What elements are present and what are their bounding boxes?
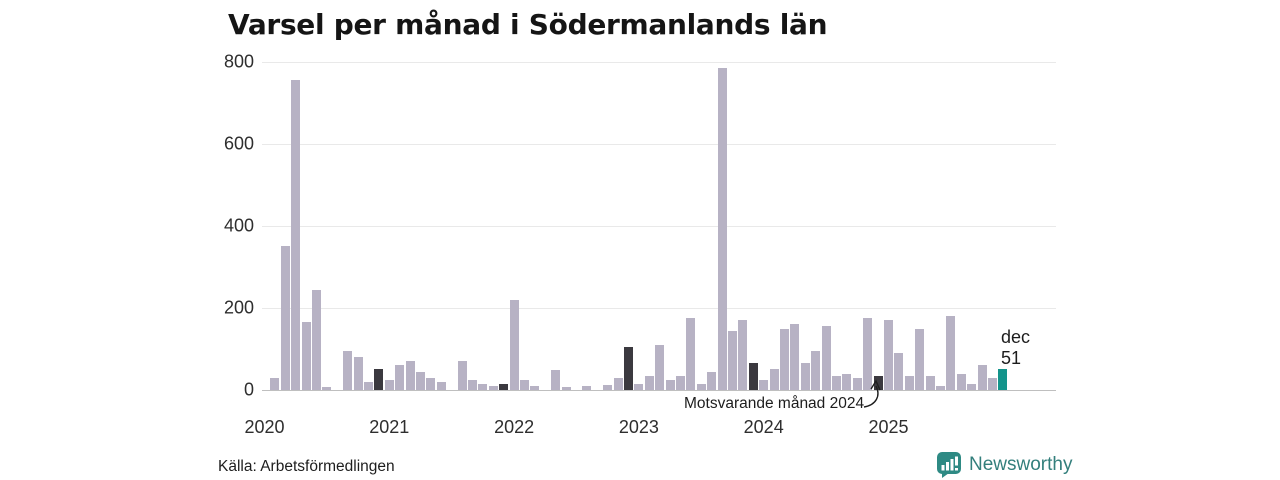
x-axis-tick-label: 2024 (743, 417, 784, 437)
bar (384, 380, 394, 390)
x-axis-tick-label: 2021 (369, 417, 410, 437)
source-label: Källa: Arbetsförmedlingen (218, 458, 395, 475)
bar (457, 361, 467, 390)
bar (852, 378, 862, 390)
newsworthy-logo-text: Newsworthy (969, 453, 1073, 475)
bar (707, 372, 717, 390)
gridline (262, 62, 1056, 63)
bar-december (499, 384, 509, 390)
y-axis-tick-label: 200 (223, 297, 254, 318)
current-month-label: dec (1001, 327, 1031, 347)
bar (416, 372, 425, 390)
y-axis-tick-label: 600 (223, 133, 254, 154)
bar (603, 385, 613, 390)
bar (884, 320, 893, 390)
gridline (262, 308, 1056, 309)
bar (322, 387, 332, 390)
bar (280, 246, 290, 390)
current-point-label: dec 51 (1001, 327, 1030, 369)
bar (915, 329, 925, 390)
bar (946, 316, 956, 390)
current-value-label: 51 (1001, 348, 1022, 368)
bar (790, 324, 800, 390)
bar (488, 386, 498, 390)
bar (301, 322, 311, 390)
bar (863, 318, 873, 390)
y-axis-tick-label: 400 (223, 215, 254, 236)
bar (509, 300, 519, 390)
bar (988, 378, 997, 390)
bar (312, 290, 321, 390)
bar (728, 331, 737, 390)
y-axis-tick-label: 800 (223, 51, 254, 72)
bar (686, 318, 696, 390)
gridline (262, 144, 1056, 145)
bar (925, 376, 935, 390)
bar (613, 378, 623, 390)
bar (644, 376, 654, 390)
bar (780, 329, 789, 390)
bar (270, 378, 280, 390)
bar (530, 386, 540, 390)
gridline (262, 226, 1056, 227)
bar (759, 380, 769, 390)
bar (634, 384, 644, 390)
zero-axis-line (262, 390, 1056, 391)
bar-december (624, 347, 633, 390)
chart-title: Varsel per månad i Södermanlands län (228, 8, 828, 41)
bar (426, 378, 436, 390)
bar (977, 365, 987, 390)
bar (436, 382, 446, 390)
bar (582, 386, 592, 390)
bar-december (748, 363, 758, 390)
bar (520, 380, 529, 390)
newsworthy-logo-icon (937, 452, 961, 478)
bar (967, 384, 977, 390)
bar (811, 351, 821, 390)
bar (478, 384, 488, 390)
bar (291, 80, 301, 390)
x-axis-tick-label: 2020 (244, 417, 285, 437)
bar (655, 345, 665, 390)
bar (956, 374, 966, 390)
x-axis-tick-label: 2022 (494, 417, 535, 437)
bar (696, 384, 706, 390)
bar (665, 380, 675, 390)
bar (395, 365, 405, 390)
bar (800, 363, 810, 390)
bar (738, 320, 748, 390)
bar (468, 380, 477, 390)
newsworthy-logo: Newsworthy (936, 451, 1072, 478)
bar (936, 386, 945, 390)
y-axis-tick-label: 0 (243, 379, 254, 400)
bar-current-month (998, 369, 1008, 390)
x-axis-tick-label: 2025 (868, 417, 909, 437)
bar (842, 374, 852, 390)
bar (364, 382, 373, 390)
bar (904, 376, 914, 390)
bar (353, 357, 363, 390)
bar (676, 376, 685, 390)
bar (717, 68, 727, 390)
bar (832, 376, 841, 390)
bar (561, 387, 571, 390)
bar (551, 370, 561, 390)
bar (894, 353, 904, 390)
bar (769, 369, 779, 390)
annotation-label: Motsvarande månad 2024 (684, 395, 865, 412)
bar-december (873, 376, 883, 390)
bar (343, 351, 353, 390)
x-axis-tick-label: 2023 (618, 417, 659, 437)
bar (405, 361, 415, 390)
bar (821, 326, 831, 390)
annotation-arrow-icon (863, 379, 881, 408)
bar-december (374, 369, 384, 390)
